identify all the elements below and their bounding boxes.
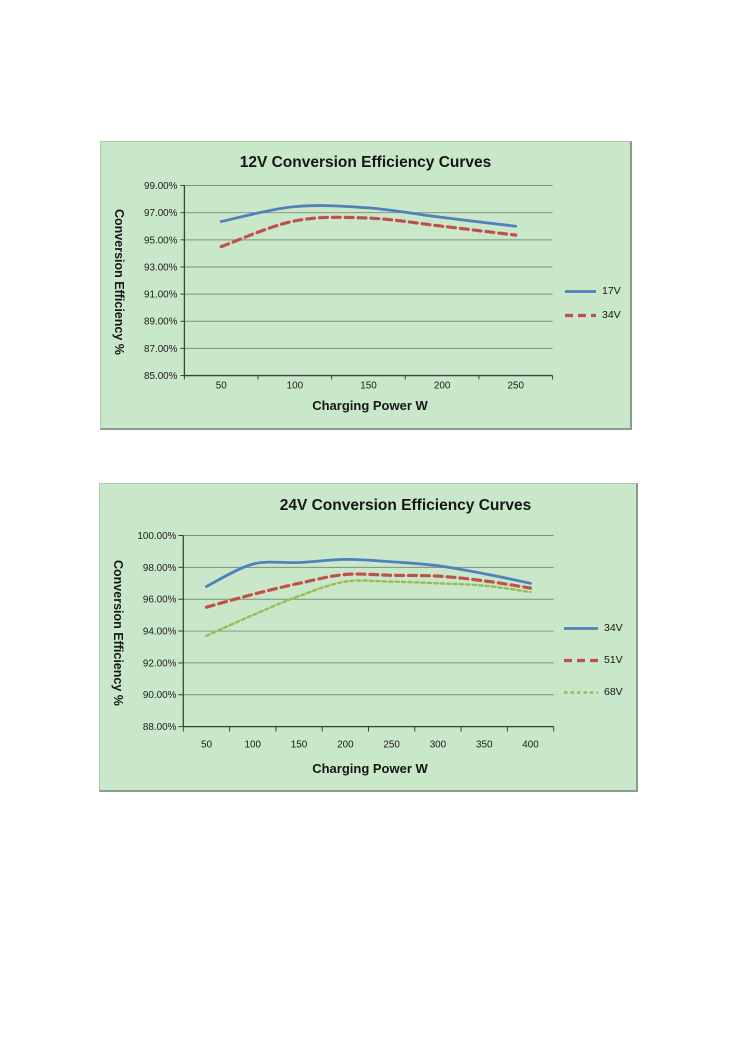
series-line-51v: [204, 572, 533, 609]
x-tick-label: 50: [216, 380, 227, 391]
y-tick-label: 99.00%: [144, 181, 178, 192]
legend-label-17v: 17V: [602, 285, 621, 297]
line-swatch-51v: [564, 658, 598, 663]
x-tick-label: 50: [201, 739, 212, 750]
y-axis-title-12v: Conversion Efficiency %: [112, 209, 126, 355]
legend-label-51v: 51V: [604, 654, 623, 666]
x-tick-label: 200: [434, 380, 451, 391]
legend-24v: 34V 51V 68V: [563, 622, 623, 699]
y-tick-label: 94.00%: [143, 627, 177, 638]
y-tick-label: 89.00%: [144, 317, 178, 328]
legend-item-34v-2: 34V: [563, 622, 623, 635]
series-line-17v: [219, 204, 518, 228]
y-tick-label: 98.00%: [143, 563, 177, 574]
line-swatch-34v-2: [564, 627, 598, 630]
x-tick-label: 350: [476, 739, 493, 750]
chart-24v-efficiency: 100.00% 98.00% 96.00% 94.00% 92.00% 90.00% 88.…: [99, 483, 638, 792]
line-swatch-68v: [564, 691, 598, 694]
legend-label-34v-2: 34V: [604, 622, 623, 634]
y-tick-label: 91.00%: [144, 290, 178, 301]
x-tick-label: 300: [430, 739, 447, 750]
y-tick-label: 96.00%: [143, 595, 177, 606]
legend-item-17v: 17V: [564, 285, 621, 298]
y-tick-label: 92.00%: [143, 658, 177, 669]
x-tick-label: 100: [287, 380, 304, 391]
x-tick-label: 100: [245, 739, 262, 750]
plot-area-24v: 100.00% 98.00% 96.00% 94.00% 92.00% 90.00% 88.…: [137, 531, 555, 750]
y-tick-label: 93.00%: [144, 262, 178, 273]
y-tick-label: 85.00%: [144, 371, 178, 382]
y-tick-label: 95.00%: [144, 235, 178, 246]
x-tick-label: 150: [360, 380, 377, 391]
x-tick-label: 250: [507, 380, 524, 391]
y-tick-label: 90.00%: [143, 690, 177, 701]
x-tick-label: 150: [291, 739, 308, 750]
y-tick-label: 88.00%: [143, 722, 177, 733]
x-tick-label: 200: [337, 739, 354, 750]
series-line-34v: [219, 215, 518, 249]
series-line-68v: [205, 579, 532, 638]
legend-12v: 17V 34V: [564, 285, 621, 322]
y-tick-label: 87.00%: [144, 344, 178, 355]
legend-label-68v: 68V: [604, 686, 623, 698]
chart-12v-efficiency: 99.00% 97.00% 95.00% 93.00% 91.00% 89.00% 87.0…: [100, 141, 632, 430]
legend-item-51v: 51V: [563, 654, 623, 667]
series-line-34v: [205, 557, 532, 588]
line-swatch-17v: [565, 290, 596, 293]
x-axis-title-24v: Charging Power W: [312, 761, 428, 776]
chart-title-12v: 12V Conversion Efficiency Curves: [239, 154, 492, 171]
x-tick-label: 400: [522, 739, 539, 750]
x-axis-title-12v: Charging Power W: [312, 398, 428, 413]
plot-area-12v: 99.00% 97.00% 95.00% 93.00% 91.00% 89.00% 87.0…: [144, 181, 554, 391]
legend-item-34v: 34V: [564, 309, 621, 322]
chart-title-24v: 24V Conversion Efficiency Curves: [279, 497, 532, 514]
legend-label-34v: 34V: [602, 309, 621, 321]
y-tick-label: 100.00%: [137, 531, 176, 542]
legend-item-68v: 68V: [563, 686, 623, 699]
x-tick-label: 250: [383, 739, 400, 750]
y-tick-label: 97.00%: [144, 208, 178, 219]
line-swatch-34v: [565, 313, 596, 318]
y-axis-title-24v: Conversion Efficiency %: [111, 559, 125, 706]
